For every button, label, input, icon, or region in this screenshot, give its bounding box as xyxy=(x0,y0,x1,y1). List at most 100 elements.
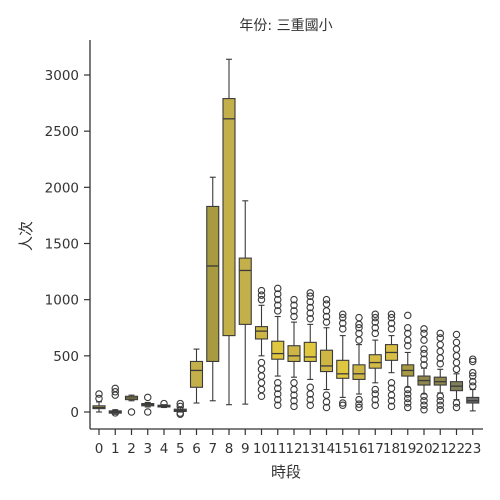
outlier-point xyxy=(421,326,427,332)
outlier-point xyxy=(145,394,151,400)
x-tick-label: 18 xyxy=(383,441,400,457)
y-tick-label: 3000 xyxy=(45,68,79,84)
outlier-point xyxy=(453,400,459,406)
outlier-point xyxy=(437,348,443,354)
box-iqr xyxy=(207,206,219,361)
box-20 xyxy=(418,326,430,413)
outlier-point xyxy=(128,409,134,415)
box-0 xyxy=(93,391,105,412)
x-tick-label: 10 xyxy=(253,441,270,457)
box-3 xyxy=(142,394,154,415)
outlier-point xyxy=(453,359,459,365)
x-tick-label: 14 xyxy=(318,441,335,457)
outlier-point xyxy=(421,337,427,343)
y-tick-label: 1500 xyxy=(45,237,79,253)
x-tick-label: 5 xyxy=(176,441,185,457)
y-tick-label: 1000 xyxy=(45,293,79,309)
box-4 xyxy=(158,400,170,407)
x-tick-label: 9 xyxy=(241,441,250,457)
box-7 xyxy=(207,177,219,401)
outlier-point xyxy=(307,384,313,390)
outlier-point xyxy=(437,341,443,347)
x-tick-label: 17 xyxy=(367,441,384,457)
chart-title: 年份: 三重國小 xyxy=(239,18,332,34)
outlier-point xyxy=(258,393,264,399)
x-tick-label: 19 xyxy=(399,441,416,457)
box-iqr xyxy=(272,341,284,359)
box-iqr xyxy=(239,258,251,324)
outlier-point xyxy=(96,391,102,397)
outlier-point xyxy=(258,386,264,392)
box-18 xyxy=(386,311,398,410)
box-iqr xyxy=(321,350,333,371)
outlier-point xyxy=(258,380,264,386)
x-tick-label: 0 xyxy=(95,441,104,457)
box-iqr xyxy=(256,327,268,339)
box-15 xyxy=(337,311,349,408)
outlier-point xyxy=(453,353,459,359)
box-22 xyxy=(451,331,463,410)
x-tick-label: 23 xyxy=(464,441,481,457)
x-tick-label: 15 xyxy=(334,441,351,457)
box-21 xyxy=(434,330,446,413)
box-iqr xyxy=(288,346,300,362)
box-12 xyxy=(288,296,300,409)
y-tick-label: 2000 xyxy=(45,180,79,196)
outlier-point xyxy=(356,396,362,402)
outlier-point xyxy=(437,393,443,399)
outlier-point xyxy=(258,359,264,365)
outlier-point xyxy=(372,386,378,392)
x-ticks-group: 0 1 2 3 4 5 6 7 8 9 10 11 12 13 14 15 16 17 18 19 20 21 22 23 xyxy=(95,429,482,457)
outlier-point xyxy=(258,373,264,379)
box-19 xyxy=(402,312,414,411)
x-tick-label: 3 xyxy=(143,441,152,457)
x-tick-label: 16 xyxy=(350,441,367,457)
y-tick-label: 500 xyxy=(53,349,79,365)
box-13 xyxy=(304,290,316,409)
box-14 xyxy=(321,296,333,410)
boxes-group xyxy=(93,59,479,417)
box-23 xyxy=(467,356,479,411)
x-tick-label: 2 xyxy=(127,441,136,457)
x-tick-label: 8 xyxy=(225,441,234,457)
box-iqr xyxy=(337,360,349,378)
x-tick-label: 4 xyxy=(160,441,169,457)
outlier-point xyxy=(356,314,362,320)
outlier-point xyxy=(453,346,459,352)
outlier-point xyxy=(145,409,151,415)
box-iqr xyxy=(353,365,365,380)
outlier-point xyxy=(291,380,297,386)
outlier-point xyxy=(453,331,459,337)
outlier-point xyxy=(405,312,411,318)
outlier-point xyxy=(453,366,459,372)
box-10 xyxy=(256,287,268,399)
y-tick-label: 2500 xyxy=(45,124,79,140)
x-tick-label: 6 xyxy=(192,441,201,457)
x-tick-label: 12 xyxy=(285,441,302,457)
box-1 xyxy=(109,385,121,416)
box-9 xyxy=(239,201,251,404)
box-11 xyxy=(272,285,284,408)
outlier-point xyxy=(323,296,329,302)
x-tick-label: 7 xyxy=(208,441,217,457)
outlier-point xyxy=(323,392,329,398)
outlier-point xyxy=(258,287,264,293)
y-axis-label: 人次 xyxy=(17,221,35,251)
box-8 xyxy=(223,59,235,404)
x-tick-label: 1 xyxy=(111,441,120,457)
box-iqr xyxy=(369,355,381,368)
box-5 xyxy=(174,400,186,417)
outlier-point xyxy=(453,339,459,345)
x-tick-label: 21 xyxy=(432,441,449,457)
outlier-point xyxy=(421,346,427,352)
x-tick-label: 13 xyxy=(302,441,319,457)
box-17 xyxy=(369,311,381,408)
x-tick-label: 11 xyxy=(269,441,286,457)
box-16 xyxy=(353,314,365,410)
outlier-point xyxy=(258,366,264,372)
y-tick-label: 0 xyxy=(70,405,79,421)
box-2 xyxy=(126,395,138,415)
box-6 xyxy=(191,349,203,403)
x-tick-label: 20 xyxy=(415,441,432,457)
